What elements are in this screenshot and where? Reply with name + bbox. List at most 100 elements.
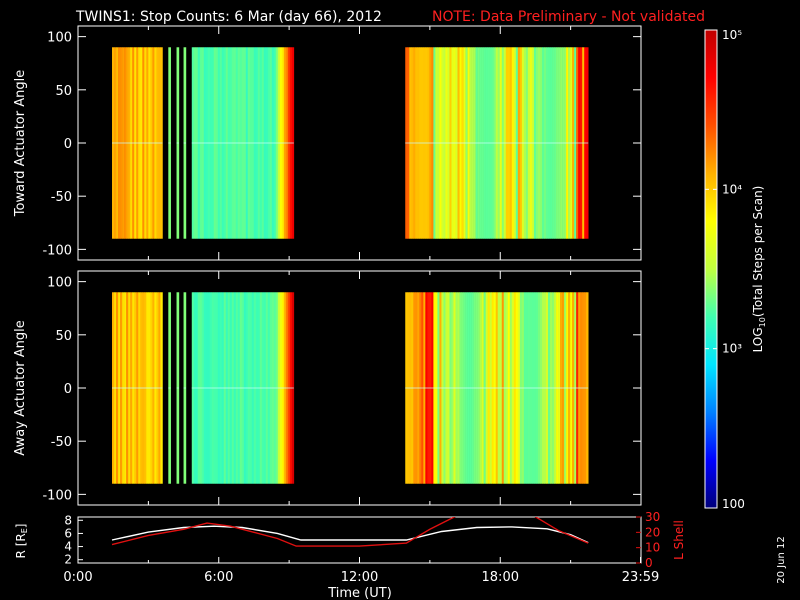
heatmap-cell: [431, 47, 434, 239]
heatmap-cell: [138, 292, 141, 484]
heatmap-cell: [130, 47, 133, 239]
heatmap-cell: [545, 47, 549, 239]
heatmap-cell: [259, 47, 263, 239]
heatmap-cell: [483, 47, 486, 239]
heatmap-cell: [461, 292, 464, 484]
orbit-xlabel: Time (UT): [327, 586, 392, 600]
heatmap-cell: [423, 292, 426, 484]
heatmap-cell: [142, 292, 145, 484]
heatmap-cell: [249, 47, 253, 239]
heatmap-cell: [572, 47, 575, 239]
heatmap-cell: [525, 47, 529, 239]
heatmap-cell: [457, 292, 460, 484]
heatmap-cell: [245, 292, 249, 484]
heatmap-cell: [231, 292, 235, 484]
heatmap-cell: [570, 47, 573, 239]
heatmap-cell: [517, 292, 521, 484]
heatmap-cell: [237, 47, 241, 239]
ytick-label: 100: [47, 276, 72, 291]
heatmap-cell: [515, 292, 519, 484]
heatmap-cell: [427, 47, 430, 239]
heatmap-cell: [144, 47, 147, 239]
ytick-label: 50: [55, 84, 72, 99]
panel-away-data: [112, 292, 589, 484]
heatmap-cell: [146, 292, 149, 484]
heatmap-cell: [529, 47, 533, 239]
heatmap-cell: [481, 292, 484, 484]
heatmap-cell: [411, 47, 414, 239]
heatmap-cell: [197, 292, 201, 484]
heatmap-cell: [211, 47, 215, 239]
heatmap-cell: [195, 47, 199, 239]
heatmap-cell: [539, 292, 543, 484]
ytick-label: -100: [42, 488, 72, 503]
heatmap-cell: [580, 47, 583, 239]
panel-toward-data: [112, 47, 589, 239]
heatmap-cell: [517, 47, 521, 239]
heatmap-cell: [132, 292, 135, 484]
heatmap-cell: [253, 292, 257, 484]
heatmap-cell: [429, 47, 432, 239]
heatmap-cell: [449, 47, 452, 239]
heatmap-cell: [501, 292, 505, 484]
heatmap-cell: [199, 47, 203, 239]
heatmap-cell: [564, 292, 567, 484]
heatmap-cell: [525, 292, 529, 484]
heatmap-cell: [291, 47, 295, 239]
orbit-ytick-left-label: 4: [64, 540, 72, 554]
heatmap-cell: [481, 47, 484, 239]
heatmap-cell: [447, 292, 450, 484]
colorbar: 10⁵ 10⁴ 10³ 100 LOG10(Total Steps per Scan): [704, 28, 767, 511]
heatmap-cell: [429, 292, 432, 484]
heatmap-cell: [114, 292, 117, 484]
heatmap-cell: [136, 47, 139, 239]
heatmap-cell: [521, 47, 525, 239]
heatmap-cell: [586, 47, 589, 239]
heatmap-cell: [574, 47, 577, 239]
heatmap-cell: [439, 292, 442, 484]
heatmap-cell: [128, 47, 131, 239]
orbit-xticks: 0:00 6:00 12:00 18:00 23:59: [63, 557, 659, 585]
heatmap-cell: [421, 292, 424, 484]
heatmap-cell: [191, 292, 195, 484]
heatmap-cell: [207, 47, 211, 239]
heatmap-cell: [533, 47, 537, 239]
heatmap-cell: [261, 292, 265, 484]
heatmap-cell: [154, 47, 157, 239]
heatmap-cell: [552, 47, 555, 239]
ytick-label: 50: [55, 329, 72, 344]
heatmap-cell: [503, 292, 507, 484]
heatmap-cell: [461, 47, 464, 239]
heatmap-cell: [116, 292, 119, 484]
heatmap-cell: [130, 292, 133, 484]
heatmap-cell: [263, 292, 267, 484]
heatmap-cell: [453, 292, 456, 484]
heatmap-cell: [134, 292, 137, 484]
heatmap-cell: [241, 47, 245, 239]
heatmap-cell: [213, 292, 217, 484]
heatmap-cell: [465, 292, 468, 484]
heatmap-cell: [584, 292, 587, 484]
orbit-ylabel-right: L Shell: [672, 520, 686, 560]
heatmap-cell: [281, 47, 285, 239]
heatmap-cell: [463, 47, 466, 239]
heatmap-cell: [138, 47, 141, 239]
heatmap-cell: [229, 47, 233, 239]
heatmap-cell: [519, 292, 523, 484]
heatmap-cell: [289, 47, 293, 239]
heatmap-cell: [576, 47, 579, 239]
heatmap-cell: [249, 292, 253, 484]
heatmap-cell: [409, 47, 412, 239]
heatmap-cell: [158, 292, 161, 484]
heatmap-cell: [132, 47, 135, 239]
heatmap-cell: [269, 47, 273, 239]
heatmap-cell: [229, 292, 233, 484]
heatmap-cell: [405, 292, 408, 484]
heatmap-cell: [423, 47, 426, 239]
heatmap-cell: [455, 47, 458, 239]
heatmap-cell: [531, 47, 535, 239]
heatmap-cell: [562, 47, 565, 239]
colorbar-gradient: [704, 29, 718, 509]
